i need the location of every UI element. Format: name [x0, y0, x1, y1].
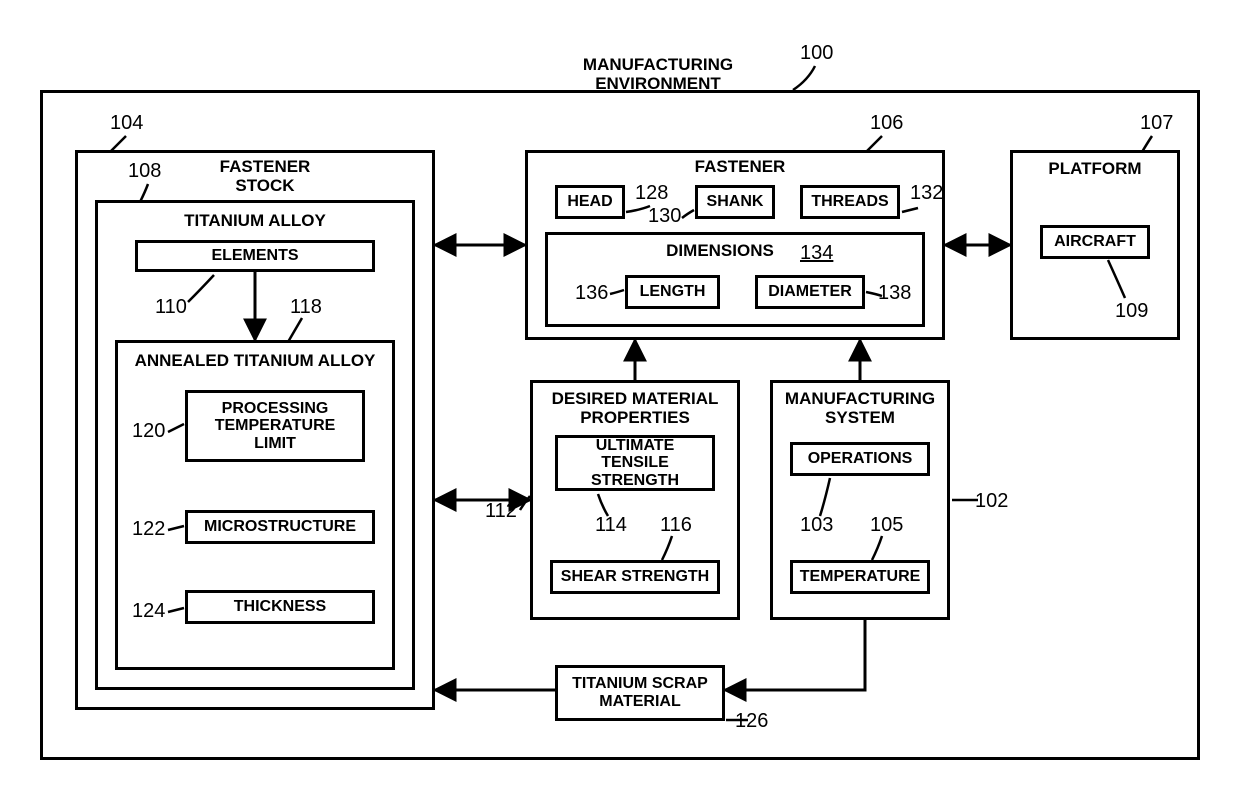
ref-114: 114 [595, 514, 627, 537]
ref-126: 126 [735, 710, 768, 733]
ref-107: 107 [1140, 112, 1173, 135]
ref-102: 102 [975, 490, 1008, 513]
titanium-alloy-title: TITANIUM ALLOY [165, 212, 345, 231]
ref-136: 136 [575, 282, 608, 305]
ref-106: 106 [870, 112, 903, 135]
dimensions-title: DIMENSIONS [660, 242, 780, 261]
ref-134: 134 [800, 242, 833, 265]
elements-box: ELEMENTS [135, 240, 375, 272]
temperature-box: TEMPERATURE [790, 560, 930, 594]
ref-118: 118 [290, 296, 322, 319]
ref-104: 104 [110, 112, 143, 135]
head-box: HEAD [555, 185, 625, 219]
microstructure-box: MICROSTRUCTURE [185, 510, 375, 544]
ref-120: 120 [132, 420, 165, 443]
ref-112: 112 [485, 500, 517, 523]
ref-130: 130 [648, 205, 681, 228]
annealed-titanium-alloy-title: ANNEALED TITANIUM ALLOY [130, 352, 380, 371]
ref-109: 109 [1115, 300, 1148, 323]
ref-124: 124 [132, 600, 165, 623]
aircraft-box: AIRCRAFT [1040, 225, 1150, 259]
length-box: LENGTH [625, 275, 720, 309]
ref-132: 132 [910, 182, 943, 205]
ref-116: 116 [660, 514, 692, 537]
fastener-stock-title: FASTENER STOCK [190, 158, 340, 195]
manufacturing-system-title: MANUFACTURING SYSTEM [780, 390, 940, 427]
manufacturing-environment-title: MANUFACTURING ENVIRONMENT [528, 56, 788, 93]
processing-temp-limit-box: PROCESSING TEMPERATURE LIMIT [185, 390, 365, 462]
ref-105: 105 [870, 514, 903, 537]
ref-138: 138 [878, 282, 911, 305]
diameter-box: DIAMETER [755, 275, 865, 309]
threads-box: THREADS [800, 185, 900, 219]
shank-box: SHANK [695, 185, 775, 219]
thickness-box: THICKNESS [185, 590, 375, 624]
ref-122: 122 [132, 518, 165, 541]
operations-box: OPERATIONS [790, 442, 930, 476]
desired-material-properties-title: DESIRED MATERIAL PROPERTIES [545, 390, 725, 427]
fastener-title: FASTENER [690, 158, 790, 177]
platform-title: PLATFORM [1040, 160, 1150, 179]
ref-100: 100 [800, 42, 833, 65]
uts-box: ULTIMATE TENSILE STRENGTH [555, 435, 715, 491]
ref-108: 108 [128, 160, 161, 183]
shear-strength-box: SHEAR STRENGTH [550, 560, 720, 594]
ref-110: 110 [155, 296, 187, 319]
ref-128: 128 [635, 182, 668, 205]
titanium-scrap-box: TITANIUM SCRAP MATERIAL [555, 665, 725, 721]
ref-103: 103 [800, 514, 833, 537]
